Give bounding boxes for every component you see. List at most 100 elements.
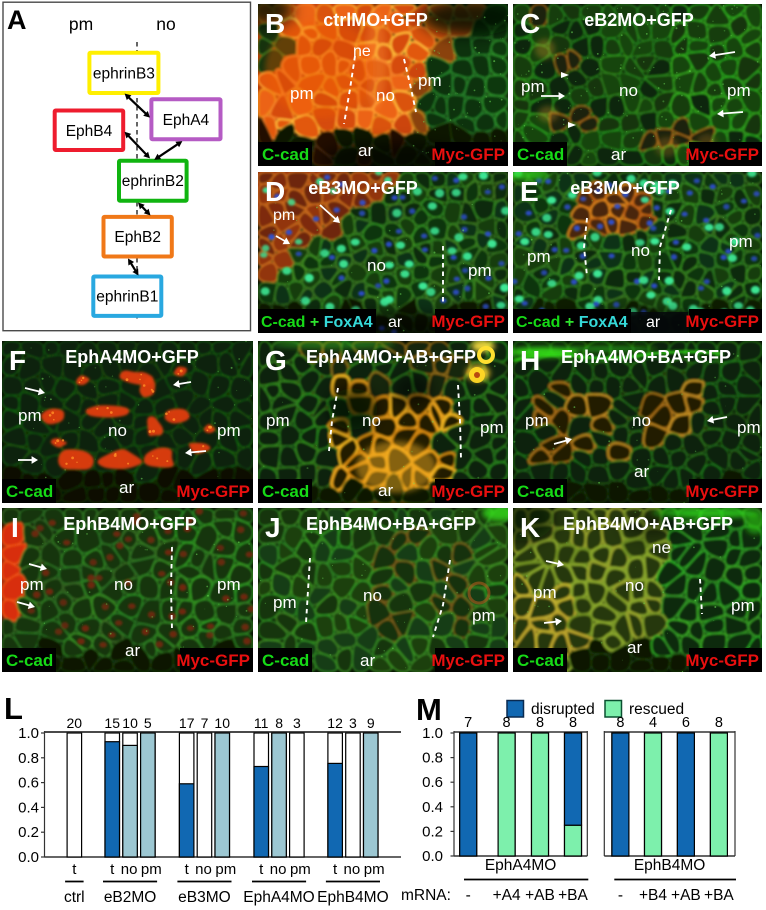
svg-text:Myc-GFP: Myc-GFP xyxy=(176,651,250,670)
svg-text:ephrinB2: ephrinB2 xyxy=(122,173,184,190)
svg-text:0.0: 0.0 xyxy=(18,849,39,866)
svg-text:0.0: 0.0 xyxy=(422,848,443,865)
svg-text:12: 12 xyxy=(327,715,343,731)
svg-text:no: no xyxy=(367,256,386,275)
svg-text:t: t xyxy=(185,861,190,878)
svg-text:3: 3 xyxy=(349,715,357,731)
svg-text:8: 8 xyxy=(503,715,511,731)
svg-text:pm: pm xyxy=(273,593,297,612)
svg-text:pm: pm xyxy=(468,261,492,280)
svg-text:6: 6 xyxy=(682,715,690,731)
svg-text:pm: pm xyxy=(20,575,44,594)
svg-text:8: 8 xyxy=(569,715,577,731)
svg-text:no: no xyxy=(376,86,395,105)
svg-text:pm: pm xyxy=(480,418,504,437)
svg-text:pm: pm xyxy=(737,418,761,437)
svg-text:Myc-GFP: Myc-GFP xyxy=(176,482,250,501)
svg-text:Myc-GFP: Myc-GFP xyxy=(685,482,759,501)
svg-text:C-cad: C-cad xyxy=(517,145,564,164)
svg-text:EphB4MO: EphB4MO xyxy=(317,889,389,906)
svg-text:ephrinB1: ephrinB1 xyxy=(96,289,158,306)
svg-text:ar: ar xyxy=(388,314,403,331)
svg-text:C-cad: C-cad xyxy=(517,482,564,501)
svg-text:I: I xyxy=(11,512,19,543)
svg-text:8: 8 xyxy=(715,715,723,731)
svg-text:C-cad + FoxA4: C-cad + FoxA4 xyxy=(261,314,373,331)
svg-text:no: no xyxy=(114,575,133,594)
svg-text:ar: ar xyxy=(611,145,626,164)
svg-text:no: no xyxy=(619,81,638,100)
svg-text:8: 8 xyxy=(616,715,624,731)
svg-text:7: 7 xyxy=(464,715,472,731)
svg-text:J: J xyxy=(265,512,281,543)
svg-text:15: 15 xyxy=(104,715,120,731)
svg-text:1.0: 1.0 xyxy=(422,725,443,742)
svg-text:mRNA:: mRNA: xyxy=(401,887,451,904)
svg-text:F: F xyxy=(9,345,26,376)
svg-text:8: 8 xyxy=(275,715,283,731)
svg-text:+B4: +B4 xyxy=(639,887,667,904)
svg-text:ne: ne xyxy=(353,43,371,60)
svg-text:Myc-GFP: Myc-GFP xyxy=(685,145,759,164)
svg-text:t: t xyxy=(110,861,115,878)
svg-text:pm: pm xyxy=(273,207,295,224)
svg-text:t: t xyxy=(259,861,264,878)
svg-text:pm: pm xyxy=(217,575,241,594)
svg-text:eB3MO: eB3MO xyxy=(178,889,231,906)
svg-text:M: M xyxy=(416,692,442,727)
svg-text:+BA: +BA xyxy=(704,887,734,904)
svg-text:eB2MO+GFP: eB2MO+GFP xyxy=(584,10,694,30)
svg-text:pm: pm xyxy=(266,411,290,430)
svg-text:ephrinB3: ephrinB3 xyxy=(93,65,155,82)
svg-text:pm: pm xyxy=(731,596,755,615)
svg-text:H: H xyxy=(520,345,540,376)
svg-text:Myc-GFP: Myc-GFP xyxy=(431,651,505,670)
svg-text:-: - xyxy=(466,887,471,904)
svg-text:EphB4MO+GFP: EphB4MO+GFP xyxy=(63,514,197,534)
svg-text:EphA4MO+BA+GFP: EphA4MO+BA+GFP xyxy=(561,347,731,367)
svg-text:pm: pm xyxy=(18,406,42,425)
svg-text:eB2MO: eB2MO xyxy=(104,889,157,906)
svg-text:C-cad: C-cad xyxy=(6,482,53,501)
svg-text:7: 7 xyxy=(201,715,209,731)
svg-text:pm: pm xyxy=(525,411,549,430)
svg-text:+A4: +A4 xyxy=(493,887,521,904)
svg-text:ne: ne xyxy=(652,538,671,557)
svg-text:EphB4MO+BA+GFP: EphB4MO+BA+GFP xyxy=(306,514,476,534)
svg-text:ar: ar xyxy=(378,481,393,500)
svg-text:B: B xyxy=(265,8,285,39)
svg-text:L: L xyxy=(4,691,23,726)
svg-text:8: 8 xyxy=(536,715,544,731)
svg-text:ar: ar xyxy=(360,651,375,670)
svg-text:C-cad + FoxA4: C-cad + FoxA4 xyxy=(516,314,628,331)
svg-text:no: no xyxy=(195,861,212,878)
svg-text:Myc-GFP: Myc-GFP xyxy=(431,145,505,164)
svg-text:EphB4MO: EphB4MO xyxy=(634,857,706,874)
svg-text:-: - xyxy=(618,887,623,904)
svg-text:+BA: +BA xyxy=(558,887,588,904)
svg-text:EphA4MO: EphA4MO xyxy=(243,889,315,906)
svg-text:no: no xyxy=(631,241,650,260)
svg-text:C-cad: C-cad xyxy=(262,482,309,501)
svg-text:ar: ar xyxy=(358,141,373,160)
svg-text:9: 9 xyxy=(367,715,375,731)
svg-text:no: no xyxy=(363,586,382,605)
svg-text:20: 20 xyxy=(67,715,83,731)
svg-text:+AB: +AB xyxy=(525,887,555,904)
svg-text:0.4: 0.4 xyxy=(18,799,39,816)
svg-text:0.8: 0.8 xyxy=(422,750,443,767)
svg-text:Myc-GFP: Myc-GFP xyxy=(431,482,505,501)
svg-text:pm: pm xyxy=(215,861,236,878)
svg-text:EphA4MO+AB+GFP: EphA4MO+AB+GFP xyxy=(306,347,476,367)
svg-text:no: no xyxy=(121,861,138,878)
svg-text:pm: pm xyxy=(521,77,545,96)
svg-text:0.4: 0.4 xyxy=(422,799,443,816)
svg-text:E: E xyxy=(520,176,539,207)
svg-text:pm: pm xyxy=(141,861,162,878)
svg-text:pm: pm xyxy=(727,81,751,100)
svg-text:no: no xyxy=(632,411,651,430)
svg-text:Myc-GFP: Myc-GFP xyxy=(685,651,759,670)
svg-text:pm: pm xyxy=(290,861,311,878)
svg-text:no: no xyxy=(156,14,175,34)
svg-text:0.8: 0.8 xyxy=(18,750,39,767)
